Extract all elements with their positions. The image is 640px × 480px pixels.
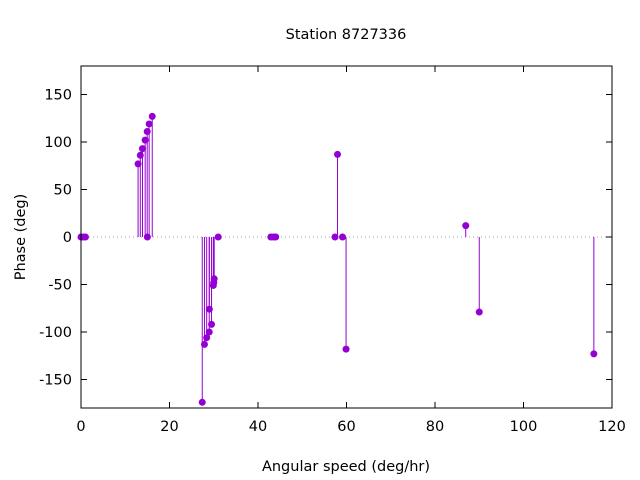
data-point [205, 305, 213, 313]
y-tick-label: 50 [54, 183, 72, 199]
data-point [134, 160, 142, 168]
data-point [81, 233, 89, 241]
data-point [143, 128, 151, 136]
chart-title: Station 8727336 [286, 27, 407, 43]
marks-layer [77, 112, 598, 406]
data-point [141, 136, 149, 144]
x-tick-label: 100 [510, 419, 538, 435]
data-point [208, 320, 216, 328]
y-tick-label: -150 [39, 373, 72, 389]
y-tick-label: 150 [44, 88, 72, 104]
data-point [214, 233, 222, 241]
data-point [342, 345, 350, 353]
ticks-layer: 0 20 40 60 80 100 120 -150 -100 -50 0 50 100 150 [39, 66, 626, 435]
data-point [210, 275, 218, 283]
x-axis-label: Angular speed (deg/hr) [262, 459, 430, 475]
data-point [203, 334, 211, 342]
data-point [590, 350, 598, 358]
data-point [200, 340, 208, 348]
y-tick-label: 0 [63, 230, 72, 246]
data-point [145, 120, 153, 128]
data-point [475, 308, 483, 316]
x-tick-label: 120 [598, 419, 626, 435]
x-tick-label: 40 [249, 419, 267, 435]
x-tick-label: 20 [160, 419, 178, 435]
y-tick-label: -100 [39, 325, 72, 341]
data-point [139, 145, 147, 153]
data-point [462, 222, 470, 230]
data-point [198, 398, 206, 406]
x-tick-label: 0 [76, 419, 85, 435]
x-tick-label: 80 [426, 419, 444, 435]
x-tick-label: 60 [337, 419, 355, 435]
y-tick-label: 100 [44, 135, 72, 151]
data-point [272, 233, 280, 241]
data-point [331, 233, 339, 241]
plot-frame [80, 65, 613, 409]
data-point [334, 150, 342, 158]
data-point [339, 233, 347, 241]
data-point [148, 112, 156, 120]
data-point [136, 151, 144, 159]
data-point [143, 233, 151, 241]
data-point [205, 328, 213, 336]
y-tick-label: -50 [48, 278, 72, 294]
y-axis-label: Phase (deg) [13, 194, 29, 281]
